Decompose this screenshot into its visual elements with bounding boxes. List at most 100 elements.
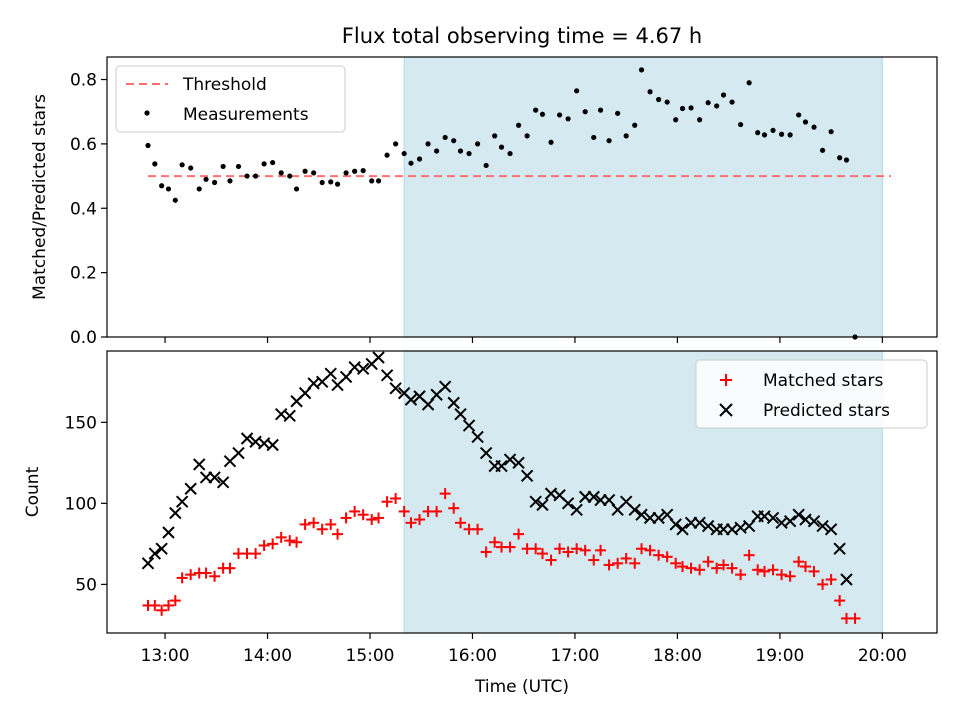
measurement-point (688, 105, 694, 111)
bottom-legend: Matched stars Predicted stars (695, 359, 928, 429)
measurement-point (720, 92, 727, 98)
measurement-point (287, 173, 293, 179)
matched-star-point (366, 514, 378, 526)
matched-star-point (325, 518, 337, 530)
matched-star-point (250, 548, 262, 560)
measurement-point (220, 163, 226, 170)
matched-star-point (685, 562, 697, 574)
measurement-point (159, 183, 165, 189)
x-tick-label: 13:00 (141, 646, 190, 666)
legend-matched-label: Matched stars (763, 371, 883, 391)
matched-star-point (267, 538, 279, 550)
predicted-star-point (669, 518, 682, 531)
matched-star-point (162, 599, 174, 611)
measurement-point (369, 178, 375, 184)
matched-star-point (629, 557, 641, 569)
predicted-star-point (372, 351, 385, 364)
matched-star-point (711, 562, 723, 574)
x-tick-label: 20:00 (858, 646, 907, 666)
matched-star-point (291, 536, 303, 548)
measurement-point (311, 170, 317, 176)
matched-star-point (620, 552, 632, 564)
matched-star-point (536, 548, 548, 560)
predicted-star-point (184, 482, 197, 495)
matched-star-point (595, 544, 607, 556)
matched-star-point (373, 512, 385, 524)
measurement-point (539, 111, 546, 117)
measurement-point (828, 129, 834, 135)
matched-star-point (258, 539, 270, 551)
predicted-star-point (175, 495, 189, 508)
measurement-point (515, 122, 522, 128)
measurement-point (334, 181, 341, 187)
measurement-point (165, 186, 172, 192)
matched-star-point (169, 595, 181, 607)
predicted-star-point (635, 508, 648, 521)
top-legend-box (115, 65, 346, 133)
predicted-star-point (676, 523, 689, 536)
matched-star-point (340, 512, 352, 524)
measurement-point (196, 186, 202, 192)
matched-star-point (200, 567, 212, 579)
predicted-star-point (824, 523, 838, 536)
matched-star-point (825, 574, 837, 586)
predicted-star-point (628, 503, 641, 517)
measurement-point (343, 170, 349, 176)
matched-star-point (448, 502, 460, 514)
measurement-point (451, 138, 457, 144)
top-y-ticks: 0.0 0.2 0.4 0.6 0.8 (70, 71, 107, 348)
matched-star-point (472, 523, 484, 535)
bottom-x-ticks: 13:00 14:00 15:00 16:00 17:00 18:00 19:00 20:00 (141, 633, 907, 666)
matched-star-point (439, 488, 451, 500)
matched-star-point (735, 569, 747, 581)
measurement-point (293, 186, 300, 192)
predicted-star-point (389, 382, 402, 395)
matched-star-point (156, 604, 168, 616)
matched-star-point (793, 556, 805, 568)
x-tick-label: 16:00 (448, 646, 497, 666)
matched-star-point (562, 546, 574, 558)
matched-star-point (718, 559, 730, 571)
measurement-point (483, 162, 489, 169)
predicted-star-point (240, 432, 254, 445)
measurement-point (244, 173, 250, 179)
matched-star-point (455, 517, 467, 529)
measurement-point (656, 96, 662, 103)
y-tick-label: 0.4 (70, 199, 97, 219)
measurement-point (597, 107, 604, 113)
matched-star-point (702, 556, 714, 568)
predicted-star-point (216, 476, 230, 489)
predicted-star-point (462, 419, 476, 432)
predicted-star-point (447, 396, 460, 410)
legend-predicted-label: Predicted stars (763, 401, 890, 421)
measurement-point (556, 112, 563, 118)
predicted-star-point (471, 430, 484, 444)
predicted-star-point (536, 498, 549, 512)
measurement-point (796, 112, 802, 118)
predicted-star-point (208, 471, 221, 484)
measurement-point (664, 99, 670, 105)
predicted-star-point (701, 519, 715, 533)
measurement-point (261, 161, 267, 167)
measurement-point (498, 144, 505, 150)
measurement-point (811, 124, 817, 130)
predicted-star-point (169, 506, 182, 520)
matched-star-point (149, 599, 161, 611)
legend-matched-swatch (720, 374, 732, 386)
predicted-star-point (479, 446, 493, 460)
measurement-point (697, 117, 703, 123)
bottom-plot-frame (106, 350, 938, 634)
matched-star-point (726, 562, 738, 574)
predicted-star-point (807, 514, 821, 528)
matched-star-point (670, 557, 682, 569)
measurement-point (474, 141, 481, 147)
matched-star-point (808, 565, 820, 577)
matched-star-point (299, 518, 311, 530)
matched-star-point (554, 543, 566, 555)
matched-star-point (308, 517, 320, 529)
measurement-point (442, 134, 448, 141)
predicted-star-point (454, 407, 467, 421)
top-series-layer (145, 67, 891, 340)
